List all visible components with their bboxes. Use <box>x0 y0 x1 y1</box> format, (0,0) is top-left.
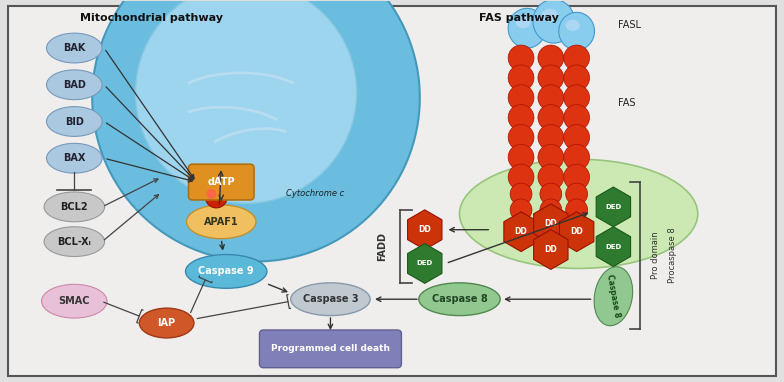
Text: Procaspase 8: Procaspase 8 <box>669 228 677 283</box>
Ellipse shape <box>291 283 370 316</box>
Text: BCL2: BCL2 <box>60 202 88 212</box>
Ellipse shape <box>46 33 102 63</box>
Polygon shape <box>560 212 593 252</box>
Text: Pro domain: Pro domain <box>651 232 659 279</box>
Ellipse shape <box>516 16 531 28</box>
Ellipse shape <box>136 0 357 203</box>
Ellipse shape <box>186 254 267 288</box>
Ellipse shape <box>508 65 534 91</box>
Text: DD: DD <box>514 227 528 236</box>
Ellipse shape <box>508 105 534 130</box>
Ellipse shape <box>44 192 104 222</box>
Text: BID: BID <box>65 117 84 126</box>
Ellipse shape <box>419 283 500 316</box>
Text: DD: DD <box>544 219 557 228</box>
Text: FASL: FASL <box>619 20 641 30</box>
Ellipse shape <box>564 164 590 190</box>
Text: FADD: FADD <box>377 232 387 261</box>
Ellipse shape <box>140 308 194 338</box>
Text: DED: DED <box>605 244 622 249</box>
Text: BAK: BAK <box>64 43 85 53</box>
Ellipse shape <box>538 125 564 150</box>
Text: Programmed cell death: Programmed cell death <box>271 344 390 353</box>
Ellipse shape <box>508 45 534 71</box>
Ellipse shape <box>564 85 590 111</box>
Ellipse shape <box>565 19 580 31</box>
Ellipse shape <box>508 85 534 111</box>
Text: FAS pathway: FAS pathway <box>479 13 559 23</box>
Text: DD: DD <box>419 225 431 234</box>
FancyBboxPatch shape <box>188 164 254 200</box>
Text: Caspase 3: Caspase 3 <box>303 294 358 304</box>
Ellipse shape <box>564 45 590 71</box>
Polygon shape <box>596 227 630 267</box>
Text: BAX: BAX <box>64 153 85 163</box>
Polygon shape <box>534 230 568 269</box>
Text: DD: DD <box>544 245 557 254</box>
Ellipse shape <box>540 183 562 205</box>
Ellipse shape <box>564 125 590 150</box>
Text: dATP: dATP <box>208 177 235 187</box>
FancyBboxPatch shape <box>8 6 776 376</box>
Ellipse shape <box>564 105 590 130</box>
Ellipse shape <box>559 12 594 50</box>
Ellipse shape <box>44 227 104 257</box>
Ellipse shape <box>187 205 256 239</box>
Text: APAF1: APAF1 <box>204 217 238 227</box>
FancyBboxPatch shape <box>260 330 401 368</box>
Text: Mitochondrial pathway: Mitochondrial pathway <box>80 13 223 23</box>
Ellipse shape <box>538 144 564 170</box>
Text: DED: DED <box>605 204 622 210</box>
Polygon shape <box>596 187 630 227</box>
Text: BCL-Xₗ: BCL-Xₗ <box>57 236 91 247</box>
Ellipse shape <box>46 70 102 100</box>
Ellipse shape <box>508 8 546 48</box>
Ellipse shape <box>540 199 562 221</box>
Polygon shape <box>408 244 442 283</box>
Ellipse shape <box>510 199 532 221</box>
Ellipse shape <box>538 105 564 130</box>
Ellipse shape <box>93 0 419 262</box>
Ellipse shape <box>508 164 534 190</box>
Ellipse shape <box>206 189 216 199</box>
Ellipse shape <box>538 65 564 91</box>
Text: FAS: FAS <box>619 98 636 108</box>
Polygon shape <box>408 210 442 249</box>
Ellipse shape <box>42 284 107 318</box>
Ellipse shape <box>508 144 534 170</box>
Ellipse shape <box>459 159 698 269</box>
Text: BAD: BAD <box>63 80 85 90</box>
Text: IAP: IAP <box>158 318 176 328</box>
Polygon shape <box>534 204 568 244</box>
Ellipse shape <box>564 65 590 91</box>
Ellipse shape <box>538 45 564 71</box>
Ellipse shape <box>564 144 590 170</box>
Text: Caspase 9: Caspase 9 <box>198 266 254 277</box>
Text: Cytochrome c: Cytochrome c <box>286 189 344 199</box>
Ellipse shape <box>538 164 564 190</box>
Text: DED: DED <box>416 261 433 267</box>
Ellipse shape <box>508 125 534 150</box>
Text: DD: DD <box>570 227 583 236</box>
Ellipse shape <box>205 186 227 208</box>
Ellipse shape <box>538 85 564 111</box>
Polygon shape <box>504 212 539 252</box>
Ellipse shape <box>594 267 633 326</box>
Text: Caspase 8: Caspase 8 <box>605 274 622 319</box>
Ellipse shape <box>533 0 575 43</box>
Text: SMAC: SMAC <box>59 296 90 306</box>
Ellipse shape <box>510 183 532 205</box>
Ellipse shape <box>46 143 102 173</box>
Ellipse shape <box>46 107 102 136</box>
Ellipse shape <box>566 199 587 221</box>
Ellipse shape <box>566 183 587 205</box>
Text: Caspase 8: Caspase 8 <box>432 294 488 304</box>
Ellipse shape <box>542 9 558 22</box>
